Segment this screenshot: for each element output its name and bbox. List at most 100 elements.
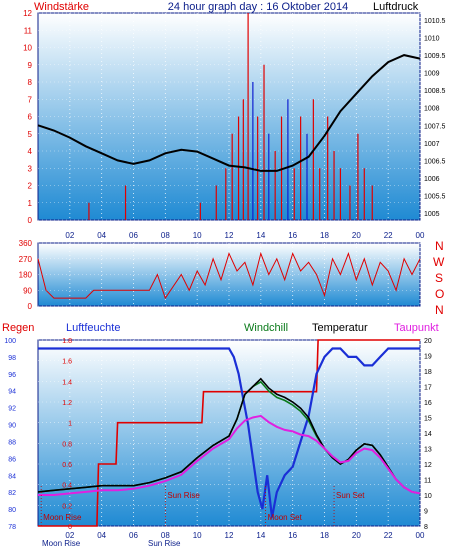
p1-right-tick-1: 1005.5 [424, 193, 446, 200]
p3-x-tick-1: 04 [97, 531, 106, 540]
compass-label-3: O [435, 287, 444, 301]
p3-humidity-tick-1: 80 [8, 507, 16, 514]
p3-x-tick-11: 00 [416, 531, 425, 540]
legend-windchill: Windchill [244, 322, 288, 334]
p1-left-tick-0: 0 [28, 216, 33, 225]
chart-title: 24 hour graph day : 16 Oktober 2014 [168, 1, 348, 13]
pressure-line [37, 54, 421, 172]
p1-right-tick-6: 1008 [424, 106, 440, 113]
compass-labels: N W S O N [433, 239, 445, 317]
p3-regen-tick-7: 1.4 [62, 379, 72, 386]
series-line-taupunkt [38, 414, 421, 496]
annotation-label-3: Moon Set [268, 513, 303, 522]
p1-right-tick-3: 1006.5 [424, 158, 446, 165]
p3-humidity-tick-10: 98 [8, 355, 16, 362]
p3-temp-tick-4: 12 [424, 462, 432, 469]
series-line-temperatur [37, 377, 421, 495]
p1-x-tick-7: 16 [288, 231, 297, 240]
p1-right-tick-8: 1009 [424, 71, 440, 78]
p2-left-tick-3: 270 [19, 255, 33, 264]
p3-regen-tick-9: 1.8 [62, 338, 72, 345]
p1-x-tick-0: 02 [65, 231, 74, 240]
p3-temp-tick-1: 9 [424, 509, 428, 516]
p3-humidity-tick-4: 86 [8, 456, 16, 463]
compass-label-2: S [435, 271, 443, 285]
p3-regen-tick-8: 1.6 [62, 359, 72, 366]
p1-right-tick-7: 1008.5 [424, 88, 446, 95]
p1-right-tick-2: 1006 [424, 176, 440, 183]
p3-humidity-tick-11: 100 [4, 338, 16, 345]
p3-temp-tick-10: 18 [424, 369, 432, 376]
p3-temp-tick-7: 15 [424, 416, 432, 423]
p1-left-tick-7: 7 [28, 95, 33, 104]
p3-humidity-tick-7: 92 [8, 406, 16, 413]
bottom-label-moon-rise: Moon Rise [42, 539, 81, 548]
header-right-label: Luftdruck [373, 1, 419, 13]
p1-x-tick-10: 22 [384, 231, 393, 240]
annotation-label-1: Sun Set [336, 491, 365, 500]
legend-taupunkt: Taupunkt [394, 322, 439, 334]
p3-temp-tick-5: 13 [424, 447, 432, 454]
p3-humidity-tick-9: 96 [8, 372, 16, 379]
p1-x-tick-6: 14 [256, 231, 265, 240]
series-line-regen [38, 339, 420, 527]
p3-temp-tick-9: 17 [424, 385, 432, 392]
p1-right-tick-9: 1009.5 [424, 53, 446, 60]
p3-humidity-tick-8: 94 [8, 389, 16, 396]
p3-regen-tick-4: 0.8 [62, 441, 72, 448]
header-left-label: Windstärke [34, 1, 89, 13]
p1-left-tick-8: 8 [28, 78, 33, 87]
p3-x-tick-7: 16 [288, 531, 297, 540]
legend-temperatur: Temperatur [312, 322, 368, 334]
p1-x-tick-1: 04 [97, 231, 106, 240]
p3-x-tick-5: 12 [225, 531, 234, 540]
p3-regen-tick-6: 1.2 [62, 400, 72, 407]
p1-x-tick-3: 08 [161, 231, 170, 240]
p3-humidity-tick-0: 78 [8, 524, 16, 531]
p3-x-tick-3: 08 [161, 531, 170, 540]
p1-right-tick-4: 1007 [424, 141, 440, 148]
p3-x-tick-2: 06 [129, 531, 138, 540]
grid-lines [38, 12, 421, 527]
series-line-luftfeuchte [38, 347, 420, 518]
p1-left-tick-12: 12 [23, 9, 32, 18]
axis-labels: 012345678910111210051005.510061006.51007… [4, 9, 445, 540]
panel-2-marks [37, 251, 421, 300]
panel-1-marks [37, 13, 421, 220]
p3-temp-tick-2: 10 [424, 493, 432, 500]
p1-left-tick-4: 4 [28, 147, 33, 156]
p1-x-tick-9: 20 [352, 231, 361, 240]
p3-x-tick-0: 02 [65, 531, 74, 540]
p1-right-tick-10: 1010 [424, 36, 440, 43]
wind-direction-line [37, 251, 421, 300]
p3-x-tick-6: 14 [256, 531, 265, 540]
p1-left-tick-10: 10 [23, 44, 32, 53]
p3-humidity-tick-5: 88 [8, 439, 16, 446]
p1-x-tick-4: 10 [193, 231, 202, 240]
p3-regen-tick-2: 0.4 [62, 483, 72, 490]
p1-left-tick-2: 2 [28, 182, 33, 191]
p3-regen-tick-3: 0.6 [62, 462, 72, 469]
p3-regen-tick-5: 1 [68, 421, 72, 428]
compass-label-0: N [435, 239, 444, 253]
p2-left-tick-2: 180 [19, 271, 33, 280]
p3-x-tick-8: 18 [320, 531, 329, 540]
p1-x-tick-8: 18 [320, 231, 329, 240]
p2-left-tick-4: 360 [19, 239, 33, 248]
p3-x-tick-10: 22 [384, 531, 393, 540]
annotation-label-2: Moon Rise [43, 513, 82, 522]
p3-x-tick-4: 10 [193, 531, 202, 540]
p3-temp-tick-12: 20 [424, 338, 432, 345]
p1-left-tick-9: 9 [28, 61, 33, 70]
p3-humidity-tick-6: 90 [8, 423, 16, 430]
compass-label-1: W [433, 255, 445, 269]
p1-right-tick-0: 1005 [424, 211, 440, 218]
compass-label-4: N [435, 303, 444, 317]
p3-temp-tick-8: 16 [424, 400, 432, 407]
p1-left-tick-11: 11 [24, 26, 33, 35]
panel-3-marks: Sun Rise Sun Set Moon Rise Moon Set [37, 339, 421, 527]
p3-regen-tick-0: 0 [68, 524, 72, 531]
p3-x-tick-9: 20 [352, 531, 361, 540]
p2-left-tick-1: 90 [23, 286, 32, 295]
